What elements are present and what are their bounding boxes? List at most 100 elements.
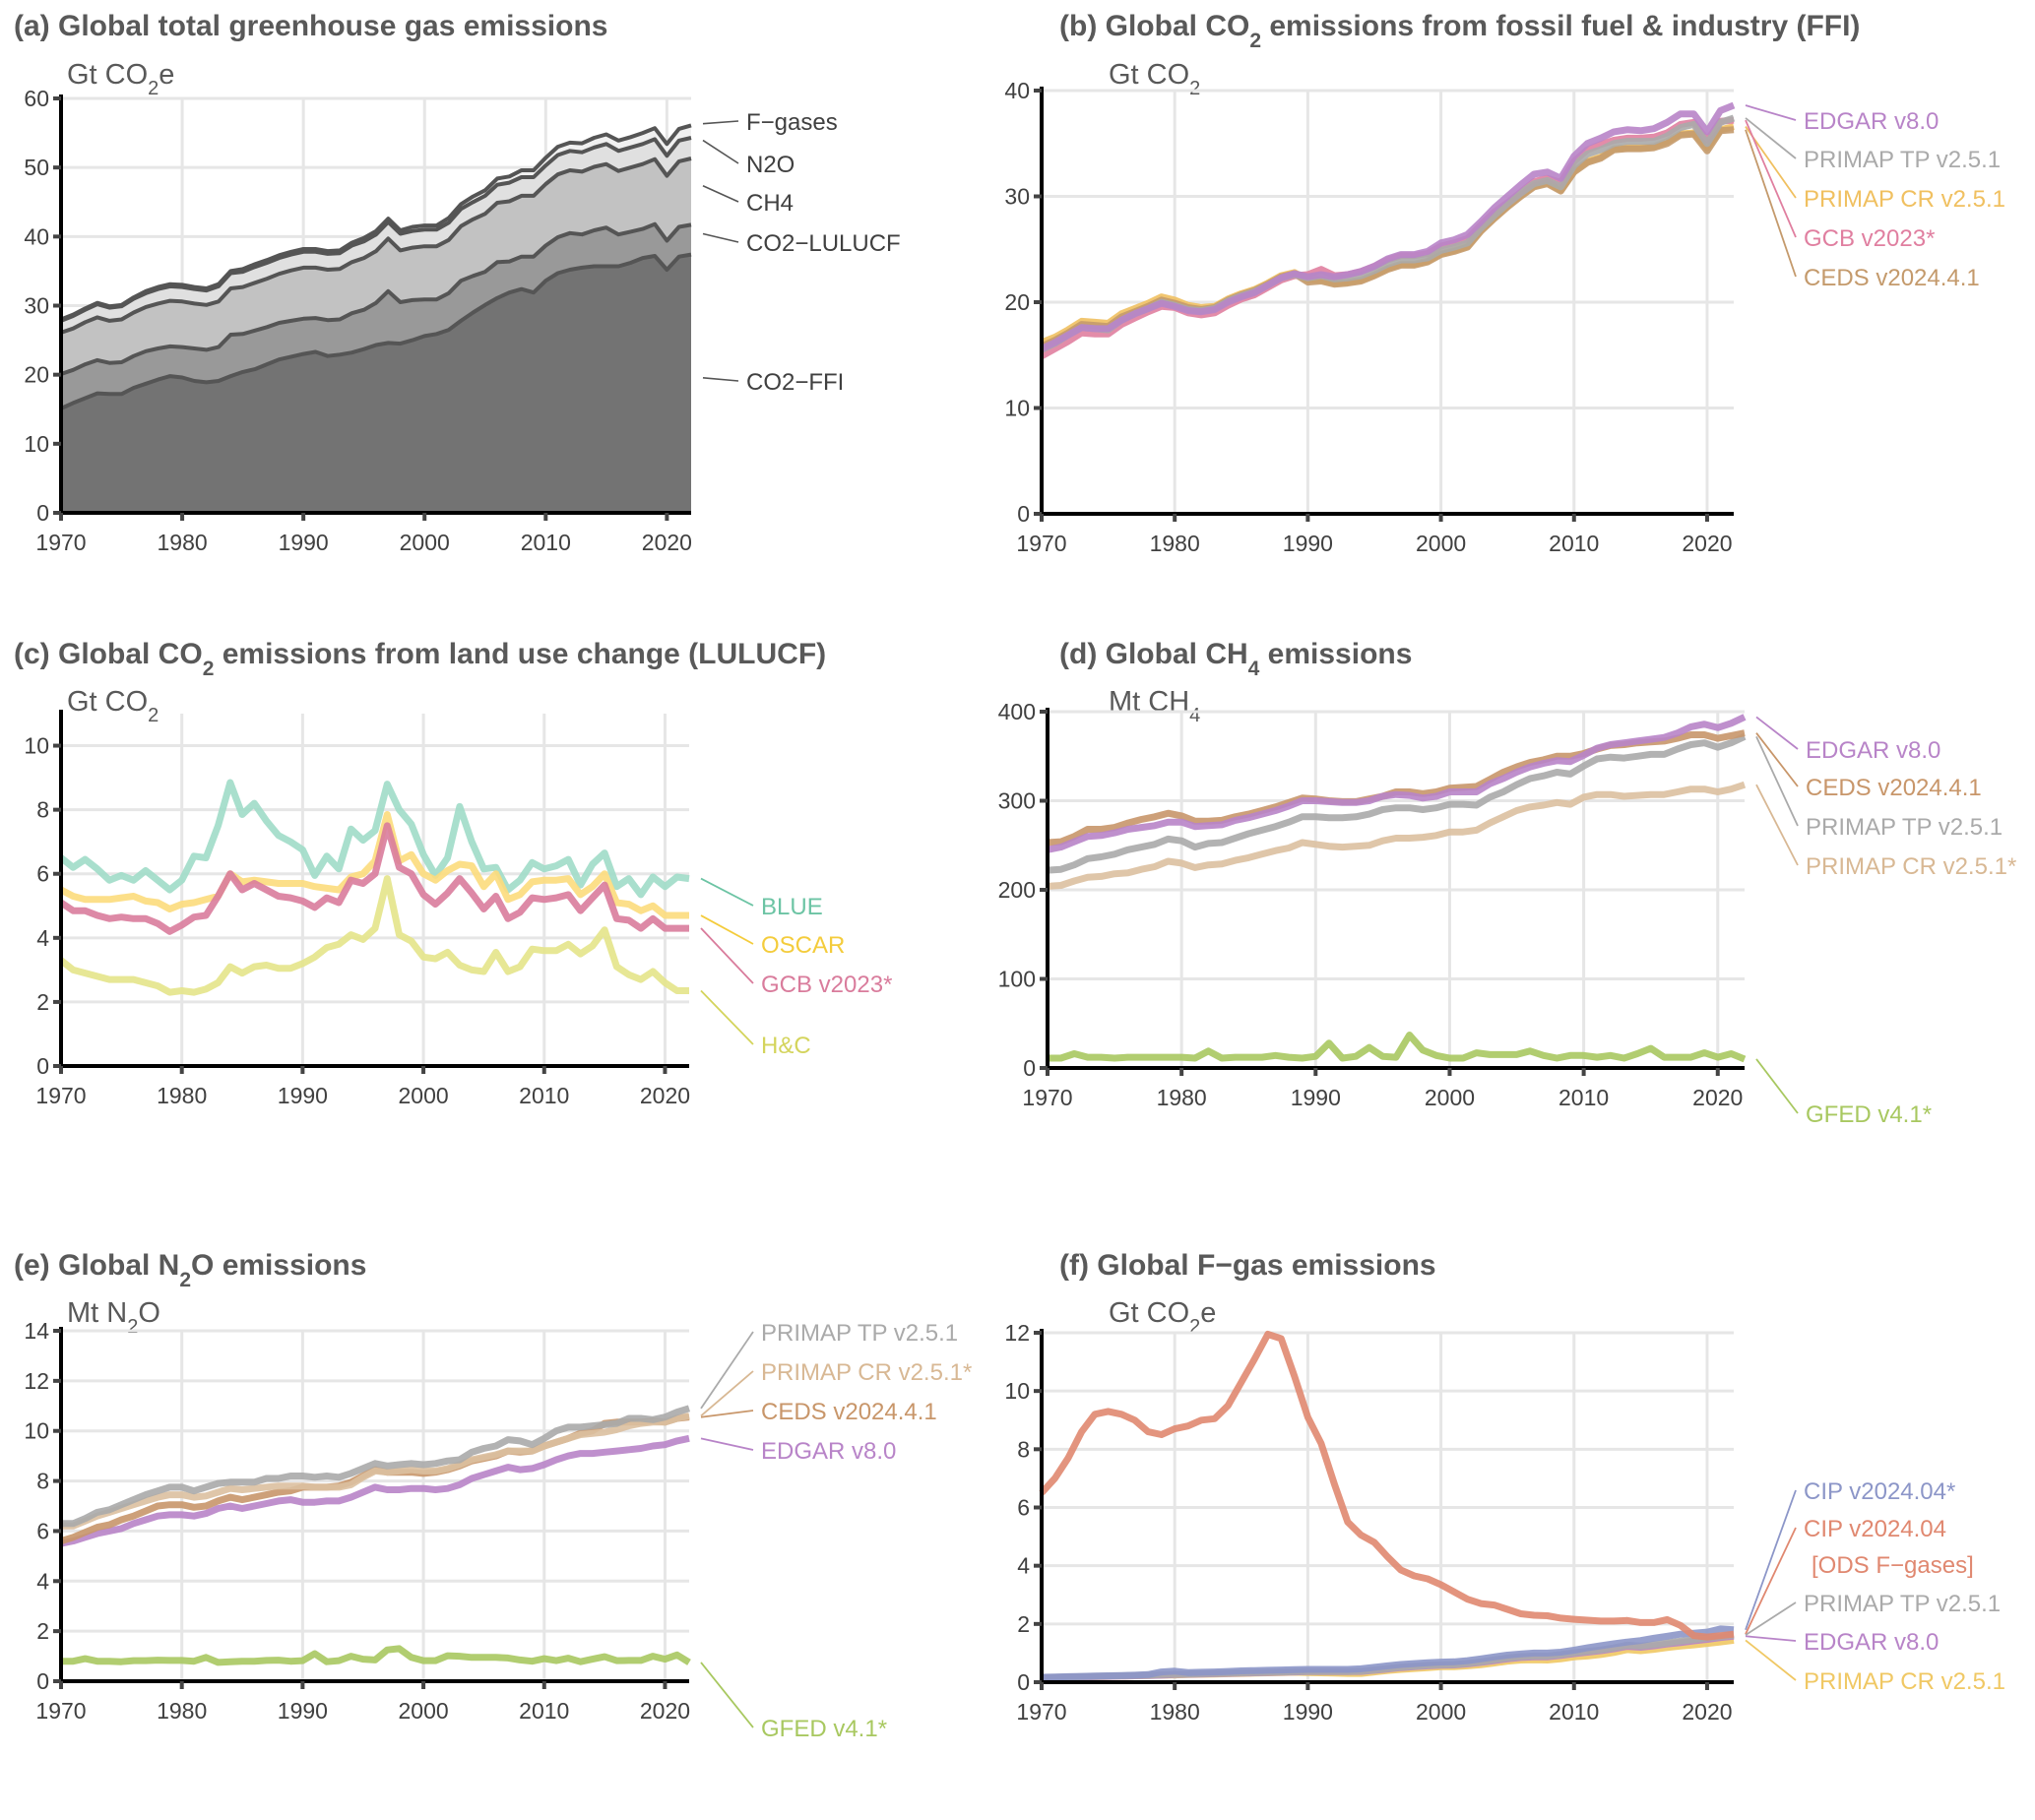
x-tick-label: 1990 bbox=[278, 1698, 328, 1724]
series-line-edgar-v8-0 bbox=[1040, 101, 1736, 352]
label-leader-line bbox=[1755, 716, 1799, 750]
y-tick-label: 6 bbox=[36, 861, 49, 887]
y-tick-label: 0 bbox=[36, 1668, 49, 1694]
y-tick-label: 12 bbox=[24, 1368, 49, 1394]
series-label: PRIMAP TP v2.5.1 bbox=[761, 1320, 958, 1347]
series-label: PRIMAP TP v2.5.1 bbox=[1806, 814, 2003, 841]
title-subscript: 4 bbox=[1248, 658, 1260, 680]
panel-title: (d) Global CH4 emissions bbox=[1059, 638, 1412, 680]
title-rest: emissions bbox=[1259, 638, 1412, 670]
area-edge-f-gases bbox=[60, 123, 692, 322]
series-label: CH4 bbox=[746, 190, 794, 217]
y-tick-label: 8 bbox=[36, 1469, 49, 1494]
series-line-blue bbox=[58, 779, 690, 899]
x-tick-label: 1970 bbox=[35, 1083, 86, 1108]
x-tick-label: 1970 bbox=[1022, 1085, 1072, 1110]
title-main: (a) Global total greenhouse gas emission… bbox=[14, 10, 607, 42]
label-leader-line bbox=[700, 1331, 754, 1410]
label-leader-line bbox=[700, 914, 754, 945]
title-main: (b) Global CO bbox=[1059, 10, 1249, 42]
y-tick-label: 12 bbox=[1004, 1320, 1030, 1346]
label-leader-line bbox=[700, 1437, 754, 1451]
label-leader-line bbox=[702, 232, 739, 243]
title-subscript: 2 bbox=[1249, 30, 1261, 52]
title-main: (c) Global CO bbox=[14, 638, 203, 670]
series-line-cip-v2024-04 bbox=[1041, 1625, 1735, 1681]
series-label: GFED v4.1* bbox=[1806, 1101, 1932, 1128]
x-tick-label: 2020 bbox=[640, 1698, 690, 1724]
x-tick-label: 2000 bbox=[1425, 1085, 1475, 1110]
label-leader-line bbox=[1755, 732, 1799, 787]
y-axis-unit: Mt N2O bbox=[67, 1297, 160, 1338]
x-tick-label: 1970 bbox=[1016, 1699, 1066, 1725]
series-label: CIP v2024.04 bbox=[1804, 1516, 1946, 1542]
series-label: BLUE bbox=[761, 894, 823, 920]
x-tick-label: 2000 bbox=[400, 530, 450, 555]
y-tick-label: 4 bbox=[36, 1568, 49, 1594]
unit-subscript: 2 bbox=[148, 705, 159, 726]
label-leader-line bbox=[700, 1410, 754, 1418]
series-label: PRIMAP CR v2.5.1 bbox=[1804, 1668, 2005, 1695]
y-tick-label: 20 bbox=[1004, 289, 1030, 315]
series-label: GFED v4.1* bbox=[761, 1716, 887, 1742]
label-leader-line bbox=[700, 927, 754, 984]
y-tick-label: 2 bbox=[1017, 1611, 1030, 1637]
series-label: N2O bbox=[746, 152, 795, 178]
title-rest: emissions from fossil fuel & industry (F… bbox=[1261, 10, 1860, 42]
y-axis-unit: Gt CO2e bbox=[67, 59, 174, 99]
y-tick-label: 30 bbox=[1004, 184, 1030, 210]
y-tick-label: 100 bbox=[998, 967, 1036, 992]
series-line-h-c bbox=[58, 875, 689, 996]
series-label: EDGAR v8.0 bbox=[1806, 737, 1940, 764]
y-tick-label: 200 bbox=[998, 877, 1036, 903]
title-main: (d) Global CH bbox=[1059, 638, 1248, 670]
area-edge-n2o bbox=[60, 136, 692, 323]
y-tick-label: 0 bbox=[1017, 1669, 1030, 1695]
x-tick-label: 2010 bbox=[1549, 531, 1599, 556]
label-leader-line bbox=[700, 877, 754, 907]
x-tick-label: 2010 bbox=[519, 1083, 569, 1108]
title-rest: O emissions bbox=[191, 1249, 366, 1282]
y-tick-label: 300 bbox=[998, 788, 1036, 814]
x-tick-label: 1980 bbox=[157, 1083, 207, 1108]
series-label: H&C bbox=[761, 1033, 811, 1059]
y-tick-label: 0 bbox=[36, 500, 49, 526]
x-tick-label: 2000 bbox=[398, 1083, 448, 1108]
unit-rest: e bbox=[1200, 1297, 1216, 1329]
title-rest: emissions from land use change (LULUCF) bbox=[214, 638, 826, 670]
x-tick-label: 2000 bbox=[1416, 531, 1466, 556]
y-tick-label: 30 bbox=[24, 293, 49, 319]
area-edge-co2-ffi bbox=[60, 252, 692, 410]
x-tick-label: 2010 bbox=[1558, 1085, 1609, 1110]
unit-main: Mt N bbox=[67, 1297, 127, 1329]
unit-main: Gt CO bbox=[67, 59, 148, 91]
series-label: CEDS v2024.4.1 bbox=[1804, 265, 1980, 291]
series-label: CIP v2024.04* bbox=[1804, 1478, 1955, 1505]
series-label: EDGAR v8.0 bbox=[1804, 1629, 1939, 1656]
x-tick-label: 2020 bbox=[642, 530, 692, 555]
series-line-gcb-v2023 bbox=[59, 822, 689, 935]
series-label: EDGAR v8.0 bbox=[761, 1438, 896, 1465]
x-tick-label: 1970 bbox=[35, 530, 86, 555]
label-leader-line bbox=[702, 139, 739, 164]
y-axis-unit: Gt CO2 bbox=[1109, 59, 1200, 99]
series-label: PRIMAP CR v2.5.1 bbox=[1804, 186, 2005, 213]
series-line-edgar-v8-0 bbox=[1047, 714, 1747, 853]
area-ch4 bbox=[61, 158, 691, 374]
x-tick-label: 1990 bbox=[278, 1083, 328, 1108]
y-tick-label: 4 bbox=[1017, 1553, 1030, 1579]
x-tick-label: 1990 bbox=[1283, 1699, 1333, 1725]
label-leader-line bbox=[1745, 1635, 1797, 1642]
y-axis-unit: Gt CO2 bbox=[67, 686, 159, 726]
series-label: F−gases bbox=[746, 109, 838, 136]
series-line-primap-tp-v2-5-1 bbox=[1047, 733, 1747, 874]
y-tick-label: 40 bbox=[24, 223, 49, 249]
x-tick-label: 1990 bbox=[1283, 531, 1333, 556]
y-tick-label: 10 bbox=[24, 733, 49, 759]
unit-rest: e bbox=[159, 59, 174, 91]
series-line-primap-tp-v2-5-1 bbox=[61, 1405, 691, 1528]
unit-main: Gt CO bbox=[1109, 1297, 1189, 1329]
area-edge-ch4 bbox=[60, 157, 692, 335]
